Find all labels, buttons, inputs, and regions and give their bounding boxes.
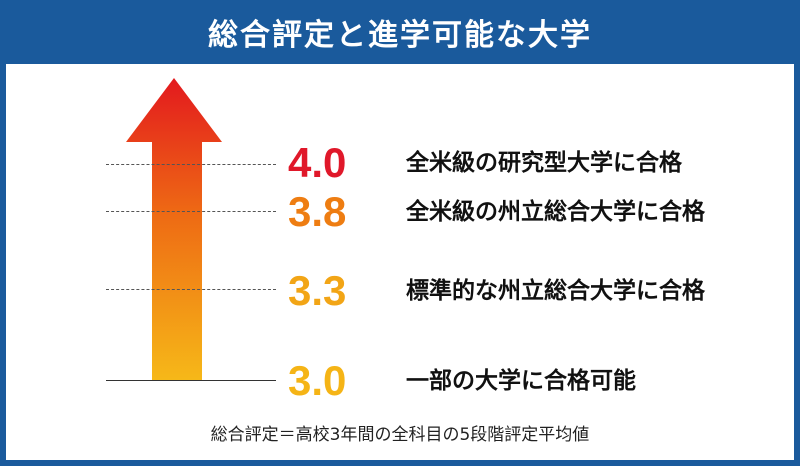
score-4-0: 4.0: [288, 139, 347, 186]
level-desc-4-0: 全米級の研究型大学に合格: [406, 150, 682, 176]
baseline: [106, 380, 276, 381]
footnote: 総合評定＝高校3年間の全科目の5段階評定平均値: [210, 425, 590, 445]
score-3-0: 3.0: [288, 357, 347, 404]
content-panel: 4.0 全米級の研究型大学に合格 3.8 全米級の州立総合大学に合格 3.3 標…: [6, 64, 794, 460]
up-arrow-icon: [126, 78, 222, 380]
level-line-3-3: [106, 289, 276, 290]
level-line-3-8: [106, 211, 276, 212]
score-3-8: 3.8: [288, 188, 347, 235]
arrow-shape: [126, 78, 222, 380]
score-3-3: 3.3: [288, 267, 347, 314]
level-desc-3-3: 標準的な州立総合大学に合格: [406, 278, 705, 304]
page-title: 総合評定と進学可能な大学: [208, 18, 592, 53]
level-desc-3-8: 全米級の州立総合大学に合格: [406, 199, 705, 225]
level-desc-3-0: 一部の大学に合格可能: [406, 368, 636, 394]
level-line-4-0: [106, 164, 276, 165]
